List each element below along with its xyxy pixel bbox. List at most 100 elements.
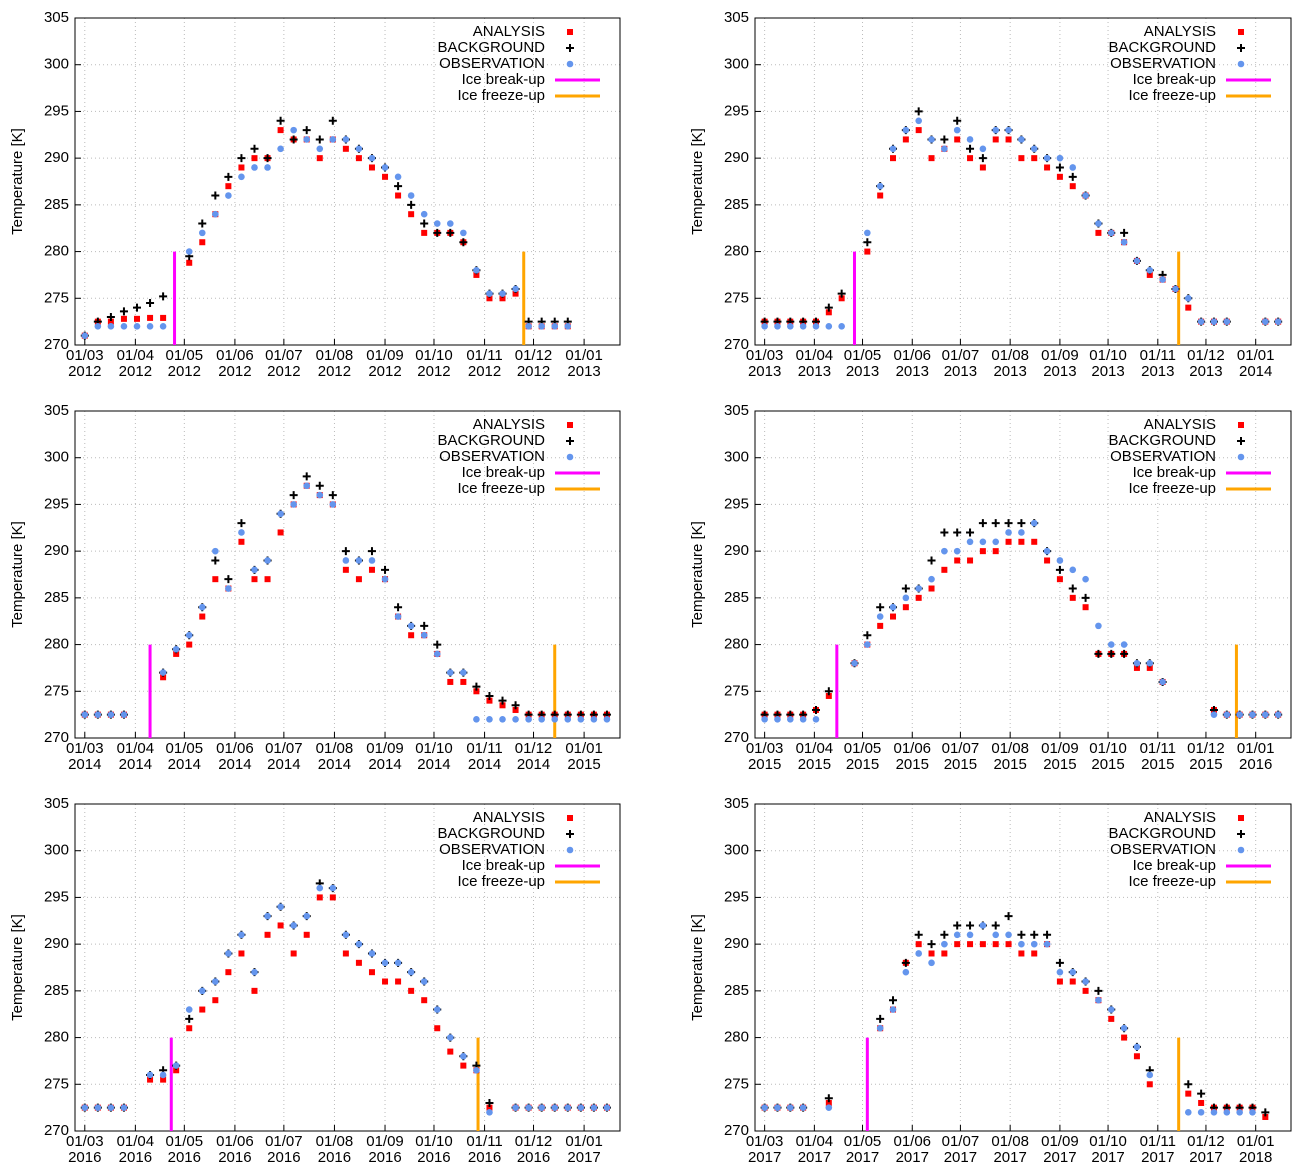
legend-label: OBSERVATION <box>439 55 545 72</box>
data-point <box>774 1104 781 1111</box>
data-point <box>1068 584 1077 593</box>
data-point <box>1146 271 1153 278</box>
data-point <box>342 950 349 957</box>
legend-label: OBSERVATION <box>439 841 545 858</box>
data-point <box>992 548 999 555</box>
y-tick-label: 285 <box>724 982 749 999</box>
x-tick-label: 01/06 2014 <box>216 740 254 773</box>
data-point <box>173 650 180 657</box>
data-point <box>967 155 974 162</box>
data-point <box>433 228 442 237</box>
data-point <box>1095 996 1102 1004</box>
data-point <box>329 136 337 143</box>
y-tick-label: 305 <box>44 402 69 419</box>
x-tick-label: 01/03 2014 <box>66 740 104 773</box>
data-point <box>159 292 168 301</box>
x-tick-label: 01/11 2016 <box>466 1133 503 1166</box>
legend-symbol <box>567 29 573 35</box>
data-point <box>1262 318 1269 325</box>
x-tick-label: 01/04 2016 <box>116 1133 155 1166</box>
data-point <box>1107 641 1115 648</box>
data-point <box>787 1104 794 1111</box>
data-point <box>473 271 480 278</box>
y-axis-label: Temperature [K] <box>9 128 26 235</box>
data-point <box>277 145 284 153</box>
data-point <box>225 585 232 592</box>
data-point <box>172 645 180 653</box>
data-point <box>966 538 974 546</box>
x-tick-label: 01/06 2015 <box>893 740 932 773</box>
data-point <box>420 631 428 639</box>
y-tick-label: 270 <box>44 729 69 746</box>
data-point <box>1262 711 1269 718</box>
data-point <box>966 136 974 143</box>
legend-label: ANALYSIS <box>473 416 545 433</box>
data-point <box>991 921 1000 930</box>
data-point <box>394 603 403 612</box>
data-point <box>915 127 922 134</box>
data-point <box>1082 987 1089 994</box>
data-point <box>198 987 206 995</box>
data-point <box>1185 304 1192 311</box>
y-tick-label: 300 <box>44 449 69 466</box>
data-point <box>915 117 922 125</box>
x-tick-label: 01/07 2013 <box>941 347 980 380</box>
data-point <box>146 298 155 307</box>
data-point <box>1274 711 1282 718</box>
data-point <box>1261 1108 1270 1117</box>
data-point <box>1055 163 1064 172</box>
data-point <box>1005 126 1012 134</box>
data-point <box>408 211 415 218</box>
data-point <box>382 978 389 985</box>
data-point <box>486 716 493 723</box>
data-point <box>761 323 768 330</box>
data-point <box>107 318 114 325</box>
x-tick-label: 01/11 2017 <box>1139 1133 1177 1166</box>
data-point <box>761 1104 768 1111</box>
x-tick-label: 01/11 2013 <box>1139 347 1177 380</box>
data-point <box>264 931 271 938</box>
x-tick-label: 01/03 2015 <box>745 740 784 773</box>
data-point <box>447 678 454 685</box>
data-point <box>979 164 986 171</box>
data-point <box>185 1014 194 1023</box>
data-point <box>238 950 245 957</box>
y-tick-label: 290 <box>44 149 69 166</box>
legend-symbol <box>1237 830 1245 838</box>
legend-label: Ice freeze-up <box>457 87 545 104</box>
data-point <box>199 613 206 620</box>
data-point <box>1031 155 1038 162</box>
y-tick-label: 270 <box>724 1122 749 1139</box>
y-tick-label: 290 <box>724 149 749 166</box>
data-point <box>277 529 284 536</box>
data-point <box>316 884 324 892</box>
data-point <box>979 145 987 153</box>
data-point <box>329 894 336 901</box>
data-point <box>186 641 193 648</box>
data-point <box>1005 529 1012 536</box>
data-point <box>434 1025 441 1032</box>
data-point <box>799 716 807 723</box>
data-point <box>851 659 858 667</box>
y-tick-label: 280 <box>44 1029 69 1046</box>
data-point <box>407 622 415 630</box>
x-tick-label: 01/07 2016 <box>265 1133 303 1166</box>
data-point <box>159 1071 167 1079</box>
x-tick-label: 01/04 2014 <box>116 740 155 773</box>
data-point <box>577 1104 585 1111</box>
data-point <box>225 950 232 957</box>
y-tick-label: 305 <box>724 795 749 812</box>
data-point <box>967 557 974 564</box>
data-point <box>512 285 519 293</box>
legend-label: Ice break-up <box>462 464 545 481</box>
data-point <box>408 987 415 994</box>
data-point <box>1068 172 1077 181</box>
data-point <box>825 1099 832 1106</box>
data-point <box>328 116 337 125</box>
data-point <box>420 219 429 228</box>
plot-frame <box>74 17 621 346</box>
data-point <box>159 669 167 676</box>
data-point <box>966 921 975 930</box>
data-point <box>251 968 258 976</box>
x-tick-label: 01/09 2014 <box>366 740 404 773</box>
